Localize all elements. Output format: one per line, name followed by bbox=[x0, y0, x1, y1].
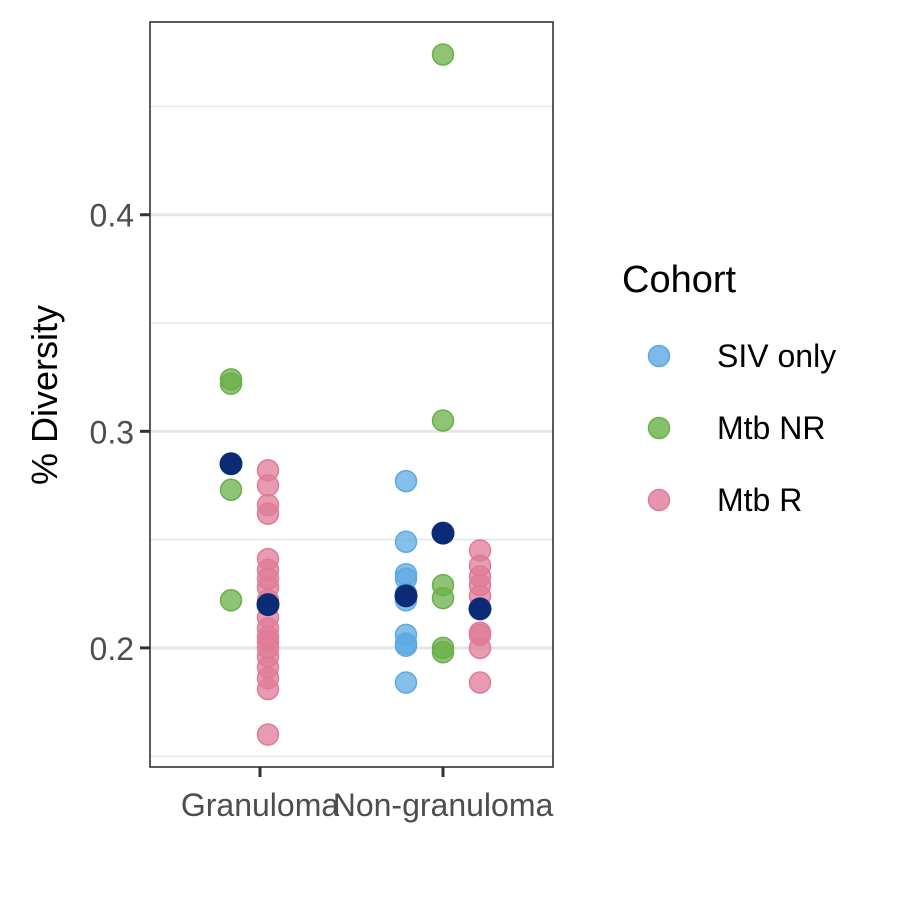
y-tick-label: 0.2 bbox=[90, 631, 134, 667]
data-point bbox=[256, 502, 280, 525]
legend-marker bbox=[647, 488, 671, 512]
mean-point bbox=[256, 593, 280, 617]
plot-panel bbox=[150, 22, 553, 767]
data-points bbox=[219, 43, 492, 746]
data-point bbox=[256, 723, 280, 746]
legend: Cohort SIV only Mtb NR Mtb R bbox=[622, 259, 836, 518]
data-point bbox=[394, 634, 418, 657]
mean-point bbox=[468, 597, 492, 621]
data-point bbox=[394, 671, 418, 694]
mean-points bbox=[219, 452, 492, 621]
data-point bbox=[431, 409, 455, 432]
data-point bbox=[431, 43, 455, 66]
y-tick-label: 0.3 bbox=[90, 414, 134, 450]
legend-label: Mtb R bbox=[717, 482, 802, 518]
data-point bbox=[468, 636, 492, 660]
legend-marker bbox=[647, 416, 671, 440]
data-point bbox=[468, 671, 492, 694]
data-point bbox=[256, 474, 280, 497]
legend-label: SIV only bbox=[717, 338, 836, 374]
y-axis: 0.2 0.3 0.4 bbox=[90, 198, 150, 667]
data-point bbox=[394, 530, 418, 554]
legend-marker bbox=[647, 344, 671, 368]
y-axis-label: % Diversity bbox=[24, 305, 65, 485]
mean-point bbox=[219, 452, 243, 476]
data-point bbox=[219, 588, 243, 612]
legend-label: Mtb NR bbox=[717, 410, 825, 446]
data-point bbox=[219, 478, 243, 502]
plot-border bbox=[149, 21, 554, 768]
mean-point bbox=[394, 584, 418, 608]
legend-entries: SIV only Mtb NR Mtb R bbox=[647, 338, 836, 518]
plot-area bbox=[149, 21, 554, 768]
y-tick-label: 0.4 bbox=[90, 198, 134, 234]
data-point bbox=[256, 677, 280, 701]
data-point bbox=[431, 640, 455, 664]
data-point bbox=[394, 469, 418, 493]
legend-title: Cohort bbox=[622, 259, 736, 301]
x-tick-label: Non-granuloma bbox=[333, 787, 554, 823]
mean-point bbox=[431, 521, 455, 545]
grid-lines bbox=[150, 105, 553, 757]
data-point bbox=[219, 372, 243, 395]
x-tick-label: Granuloma bbox=[181, 787, 340, 823]
data-point bbox=[431, 586, 455, 610]
